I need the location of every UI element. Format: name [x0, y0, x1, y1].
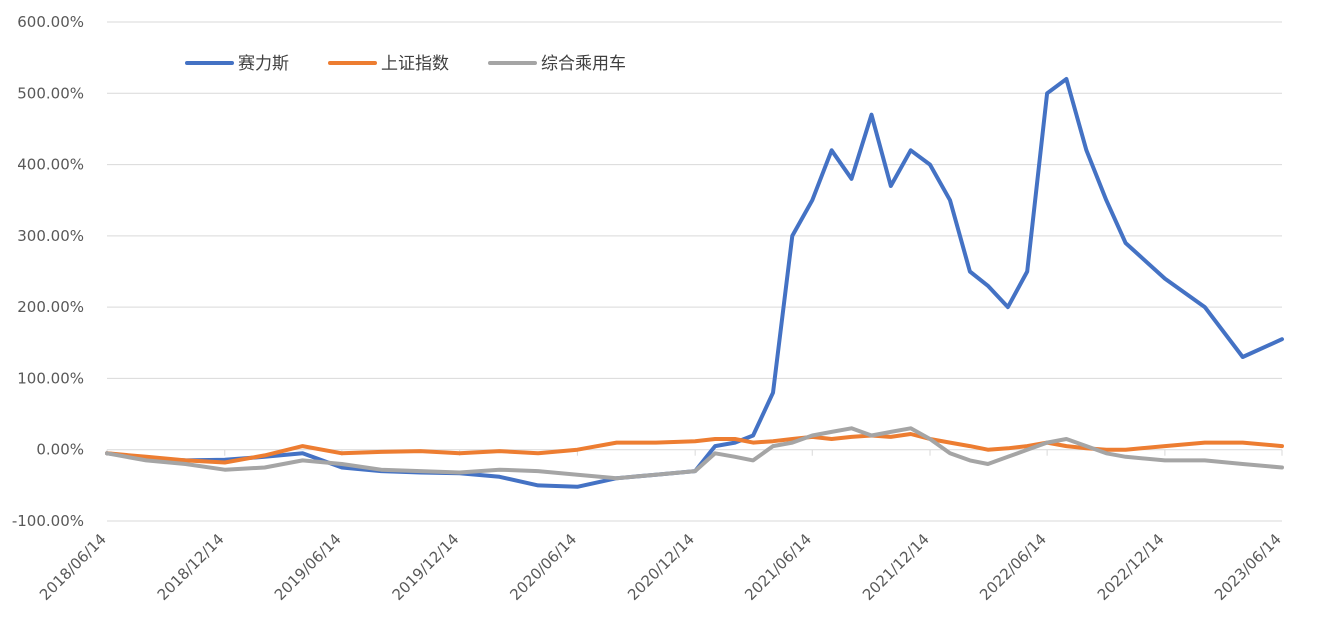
x-tick-label: 2021/12/14 [859, 530, 933, 604]
y-tick-label: 0.00% [36, 441, 84, 459]
x-tick-label: 2022/12/14 [1094, 530, 1168, 604]
series-line [105, 77, 1284, 489]
x-axis-tick-labels: 2018/06/14 2018/12/14 2019/06/14 2019/12/14… [36, 530, 1285, 604]
y-axis-tick-labels: 600.00% 500.00% 400.00% 300.00% 200.00% 100.0… [12, 13, 84, 530]
x-tick-label: 2022/06/14 [976, 530, 1050, 604]
y-tick-label: 300.00% [17, 227, 84, 245]
legend: 赛力斯 上证指数 综合乘用车 [185, 53, 626, 74]
x-tick-label: 2020/06/14 [506, 530, 580, 604]
x-tick-label: 2023/06/14 [1211, 530, 1285, 604]
legend-label: 综合乘用车 [541, 54, 626, 74]
y-tick-label: -100.00% [12, 512, 84, 530]
x-tick-label: 2018/12/14 [154, 530, 228, 604]
x-tick-label: 2018/06/14 [36, 530, 110, 604]
gridlines [107, 21, 1282, 522]
x-tick-label: 2019/12/14 [389, 530, 463, 604]
legend-label: 赛力斯 [238, 53, 289, 74]
x-tick-label: 2021/06/14 [741, 530, 815, 604]
y-tick-label: 400.00% [17, 156, 84, 174]
x-tick-label: 2020/12/14 [624, 530, 698, 604]
series-lines [105, 77, 1284, 489]
y-tick-label: 500.00% [17, 84, 84, 102]
y-tick-label: 600.00% [17, 13, 84, 31]
x-tick-label: 2019/06/14 [271, 530, 345, 604]
series-line [105, 432, 1284, 465]
y-tick-label: 100.00% [17, 369, 84, 387]
legend-label: 上证指数 [381, 54, 449, 74]
y-tick-label: 200.00% [17, 298, 84, 316]
series-line [105, 426, 1284, 481]
